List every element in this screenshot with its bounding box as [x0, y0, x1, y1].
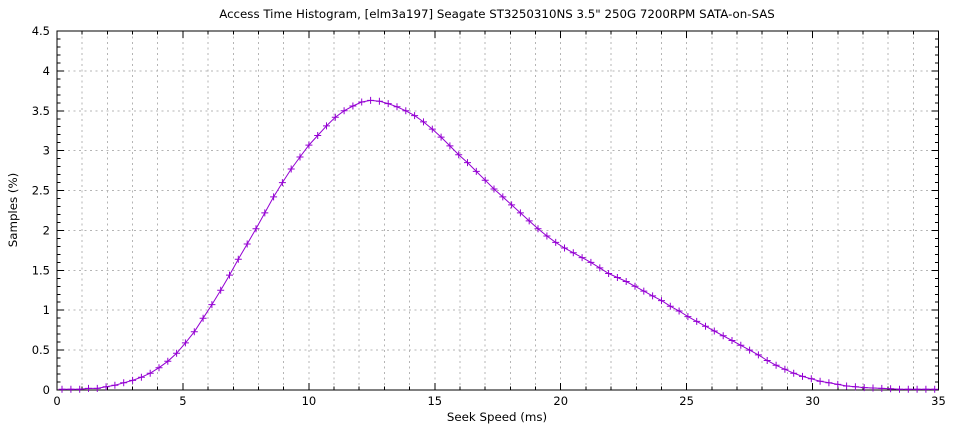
- y-tick-label: 2: [43, 223, 50, 237]
- plot-frame: [56, 30, 939, 391]
- x-tick-label: 0: [53, 394, 60, 408]
- x-tick-labels: 0 5 10 15 20 25 30 35: [53, 394, 945, 408]
- x-tick-label: 30: [805, 394, 820, 408]
- x-tick-label: 10: [302, 394, 317, 408]
- x-tick-label: 25: [679, 394, 694, 408]
- y-tick-label: 1: [43, 303, 50, 317]
- y-tick-label: 1.5: [32, 263, 50, 277]
- axis-ticks: [56, 30, 939, 391]
- y-tick-label: 0: [43, 383, 50, 397]
- y-axis-label: Samples (%): [6, 173, 20, 248]
- x-tick-label: 35: [931, 394, 946, 408]
- y-tick-labels: 0 0.5 1 1.5 2 2.5 3 3.5 4 4.5: [32, 24, 50, 397]
- y-tick-label: 3.5: [32, 104, 50, 118]
- data-series: [58, 96, 939, 393]
- series-markers: [58, 96, 939, 393]
- series-line: [62, 99, 935, 390]
- y-tick-label: 0.5: [32, 343, 50, 357]
- y-tick-label: 2.5: [32, 184, 50, 198]
- plot-border: [56, 30, 939, 391]
- x-axis-label: Seek Speed (ms): [447, 410, 547, 424]
- y-tick-label: 4: [43, 64, 50, 78]
- x-tick-label: 20: [553, 394, 568, 408]
- chart-title: Access Time Histogram, [elm3a197] Seagat…: [219, 7, 775, 21]
- x-tick-label: 15: [427, 394, 442, 408]
- grid-lines: [57, 31, 939, 390]
- y-tick-label: 3: [43, 144, 50, 158]
- x-tick-label: 5: [179, 394, 186, 408]
- y-tick-label: 4.5: [32, 24, 50, 38]
